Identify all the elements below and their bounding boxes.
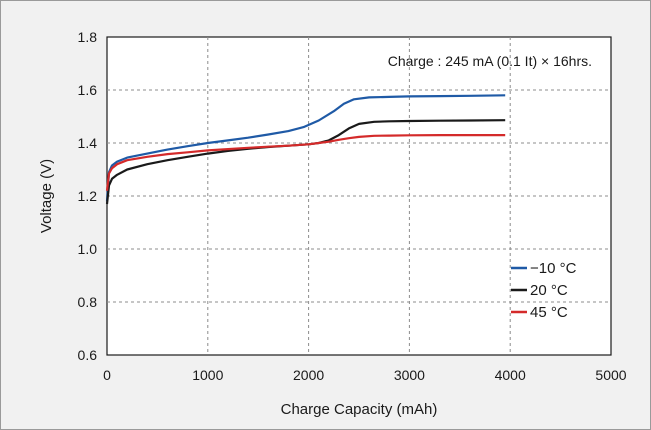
y-tick-labels: 0.6 0.8 1.0 1.2 1.4 1.6 1.8 [78, 29, 98, 363]
y-tick-label: 1.0 [78, 241, 98, 257]
x-tick-label: 5000 [595, 367, 626, 383]
legend-label-1: 20 °C [530, 282, 568, 299]
y-tick-label: 0.8 [78, 294, 98, 310]
series-line-0 [105, 94, 506, 202]
x-tick-label: 2000 [293, 367, 324, 383]
series-lines [105, 94, 506, 205]
series-line-2 [105, 134, 506, 191]
x-tick-label: 0 [103, 367, 111, 383]
x-tick-labels: 0 1000 2000 3000 4000 5000 [103, 367, 627, 383]
y-tick-label: 1.4 [78, 135, 98, 151]
x-tick-label: 3000 [394, 367, 425, 383]
y-tick-label: 1.2 [78, 188, 98, 204]
y-tick-label: 1.8 [78, 29, 98, 45]
legend: −10 °C 20 °C 45 °C [511, 260, 577, 321]
legend-label-2: 45 °C [530, 304, 568, 321]
x-axis-label: Charge Capacity (mAh) [281, 401, 438, 418]
legend-label-0: −10 °C [530, 260, 577, 277]
y-axis-label: Voltage (V) [38, 159, 55, 233]
grid [107, 37, 611, 355]
y-tick-label: 0.6 [78, 347, 98, 363]
x-tick-label: 4000 [495, 367, 526, 383]
charge-annotation: Charge : 245 mA (0.1 It) × 16hrs. [388, 53, 592, 69]
y-tick-label: 1.6 [78, 82, 98, 98]
x-tick-label: 1000 [192, 367, 223, 383]
